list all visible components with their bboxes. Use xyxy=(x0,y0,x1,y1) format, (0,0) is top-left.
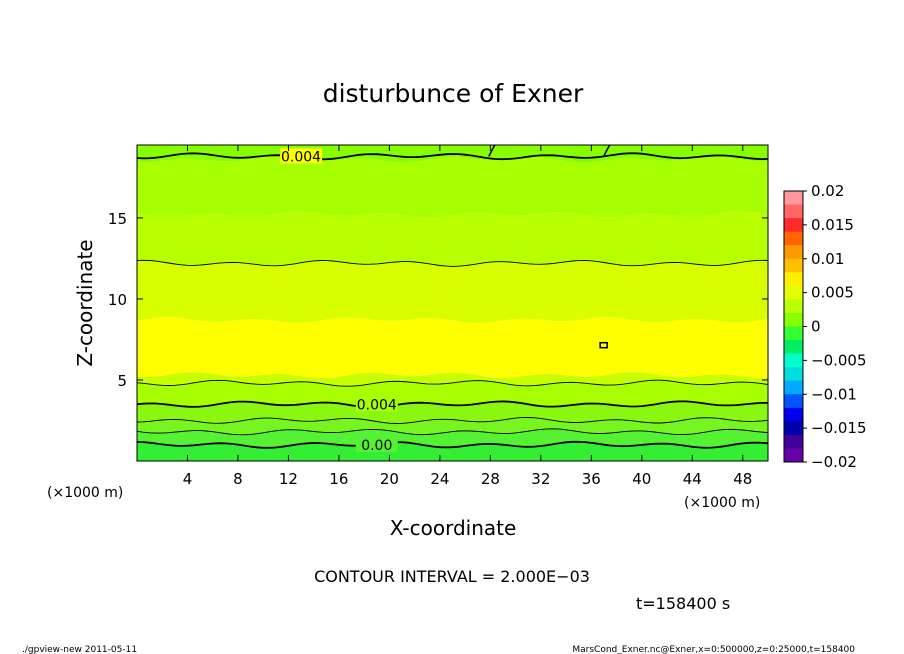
colorbar: 0.02 0.015 0.01 0.005 0 −0.005 −0.01 −0.015 −0.0… xyxy=(783,182,867,471)
contour-lines: 0.00 0.004 0.004 xyxy=(136,144,769,454)
time-note: t=158400 s xyxy=(636,594,730,613)
x-tick-label: 28 xyxy=(481,470,500,488)
contour-line xyxy=(136,152,769,161)
x-axis-ticks: 4 8 12 16 20 24 28 32 36 40 44 48 xyxy=(183,145,752,488)
x-tick-label: 40 xyxy=(632,470,651,488)
contour-line xyxy=(136,417,769,424)
colorbar-swatch xyxy=(784,340,803,355)
colorbar-swatch xyxy=(784,204,803,219)
colorbar-swatches xyxy=(784,191,803,463)
colorbar-swatch xyxy=(784,380,803,395)
colorbar-swatch xyxy=(784,272,803,287)
colorbar-tick-label: 0.01 xyxy=(811,250,844,268)
x-tick-label: 44 xyxy=(683,470,702,488)
colorbar-swatch xyxy=(784,421,803,436)
colorbar-ticks: 0.02 0.015 0.01 0.005 0 −0.005 −0.01 −0.015 −0.0… xyxy=(803,182,867,471)
x-axis-unit: (×1000 m) xyxy=(684,495,760,511)
x-axis-label: X-coordinate xyxy=(390,516,517,540)
plot-frame xyxy=(136,144,769,462)
colorbar-swatch xyxy=(784,285,803,300)
x-tick-label: 20 xyxy=(380,470,399,488)
colorbar-swatch xyxy=(784,191,803,206)
contour-band xyxy=(137,316,768,378)
colorbar-swatch xyxy=(784,434,803,449)
y-tick-label: 5 xyxy=(117,372,127,390)
contour-interval-note: CONTOUR INTERVAL = 2.000E−03 xyxy=(314,567,590,586)
contour-band xyxy=(137,441,768,461)
footer-left: ./gpview-new 2011-05-11 xyxy=(22,645,137,654)
colorbar-tick-label: −0.01 xyxy=(811,385,857,403)
y-tick-label: 15 xyxy=(108,210,127,228)
contour-line xyxy=(136,428,769,436)
y-axis-label: Z-coordinate xyxy=(73,239,97,366)
colorbar-swatch xyxy=(784,448,803,463)
contour-fill-bands xyxy=(137,145,768,461)
colorbar-swatch xyxy=(784,299,803,314)
contour-label: 0.004 xyxy=(281,149,321,165)
colorbar-swatch xyxy=(784,326,803,341)
colorbar-tick-label: 0.02 xyxy=(811,182,844,200)
contour-band xyxy=(137,372,768,387)
contour-label-bg xyxy=(355,396,398,412)
colorbar-swatch xyxy=(784,258,803,273)
y-tick-label: 10 xyxy=(108,291,127,309)
colorbar-swatch xyxy=(784,394,803,409)
contour-label-bg xyxy=(280,148,323,164)
colorbar-swatch xyxy=(784,231,803,246)
contour-band xyxy=(137,401,768,424)
colorbar-tick-label: 0 xyxy=(811,318,821,336)
colorbar-swatch xyxy=(784,312,803,327)
colorbar-swatch xyxy=(784,407,803,422)
contour-closed-small xyxy=(599,341,608,349)
x-tick-label: 12 xyxy=(279,470,298,488)
contour-label-bg xyxy=(355,436,398,452)
contour-band xyxy=(137,417,768,435)
contour-line xyxy=(136,400,768,409)
footer-right: MarsCond_Exner.nc@Exner,x=0:500000,z=0:2… xyxy=(572,645,855,654)
colorbar-tick-label: −0.02 xyxy=(811,453,857,471)
colorbar-swatch xyxy=(784,353,803,368)
contour-label: 0.004 xyxy=(357,397,397,413)
colorbar-tick-label: −0.005 xyxy=(811,351,867,369)
y-axis-unit: (×1000 m) xyxy=(47,485,123,501)
contour-band xyxy=(137,156,768,218)
contour-band xyxy=(137,380,768,408)
x-tick-label: 32 xyxy=(531,470,550,488)
contour-band xyxy=(137,211,768,267)
x-tick-label: 48 xyxy=(733,470,752,488)
contour-band xyxy=(137,428,768,448)
contour-line xyxy=(603,144,611,157)
colorbar-swatch xyxy=(784,245,803,260)
x-tick-label: 24 xyxy=(430,470,449,488)
colorbar-swatch xyxy=(784,367,803,382)
contour-label: 0.00 xyxy=(361,438,392,454)
colorbar-tick-label: −0.015 xyxy=(811,419,867,437)
colorbar-tick-label: 0.005 xyxy=(811,284,854,302)
colorbar-swatch xyxy=(784,218,803,233)
contour-line xyxy=(136,440,769,449)
x-tick-label: 4 xyxy=(183,470,193,488)
contour-line xyxy=(136,379,769,387)
x-tick-label: 8 xyxy=(233,470,243,488)
x-tick-label: 16 xyxy=(329,470,348,488)
y-axis-ticks: 5 10 15 xyxy=(108,210,768,390)
contour-line xyxy=(488,144,496,157)
colorbar-tick-label: 0.015 xyxy=(811,216,854,234)
chart-title: disturbunce of Exner xyxy=(323,79,584,108)
x-tick-label: 36 xyxy=(582,470,601,488)
contour-band xyxy=(137,260,768,323)
contour-line xyxy=(136,259,769,267)
